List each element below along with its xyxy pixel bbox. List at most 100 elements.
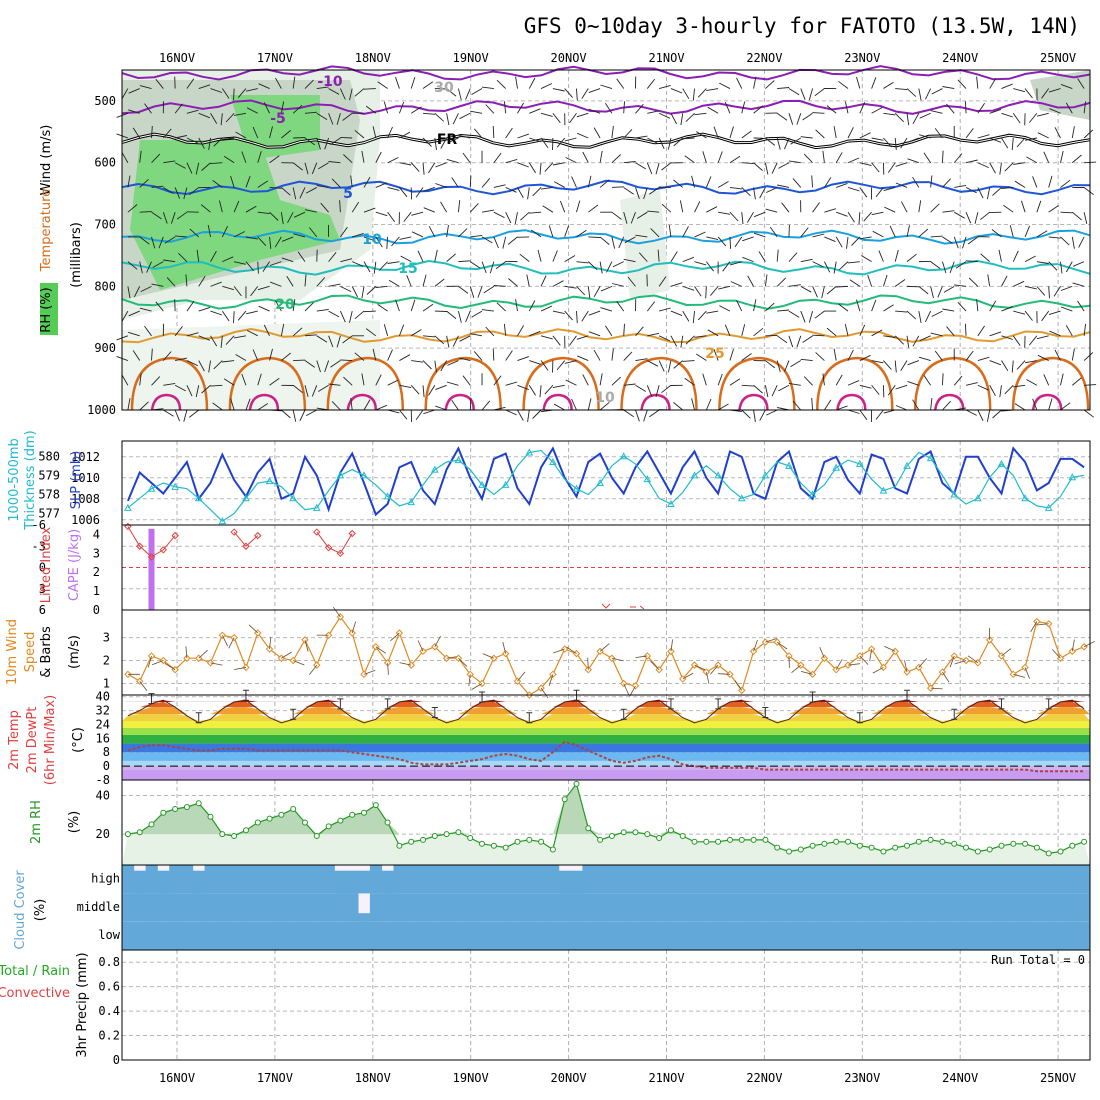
cloud-bar [853,921,867,950]
wind-barb [765,80,775,89]
wind-barb [812,233,825,238]
wind-barb [185,274,188,287]
cloud-bar [830,893,843,922]
wind-barb [741,212,744,225]
wind-barb [657,249,660,262]
wind-barb [682,310,690,322]
wind-barb [800,258,813,263]
thickness-marker [218,517,227,525]
wind-barb [670,88,683,94]
lifted-index-marker [242,542,250,550]
wind-barb [1060,261,1063,274]
wind-barb [1053,286,1061,297]
wind-barb [485,326,495,337]
wind-barb [942,671,950,683]
wind-barb [776,335,788,344]
wind-barb [679,200,684,213]
wind-barb [502,236,507,249]
wind-barb [447,137,459,144]
wind-barb [375,285,388,289]
wind-barb [776,137,781,150]
wind-barb [428,385,436,396]
cloud-bar [641,921,654,950]
wind-barb [281,257,294,263]
isotherm-loop-inner [640,393,671,411]
wind-barb [281,187,291,196]
wind-barb [930,332,943,337]
ylabel-cloud-pct: (%) [33,899,48,922]
wind-barb [611,186,624,188]
rh-marker [1033,844,1040,851]
wind-barb [530,229,542,238]
wind-barb [281,651,292,659]
cloud-bar [488,893,501,922]
cape-tick: 4 [93,527,100,541]
wind-barb [576,311,578,324]
cloud-bar [499,893,512,922]
rh-marker [313,833,320,839]
cloud-bar [676,893,689,922]
wind-barb [198,360,205,372]
wind-barb [871,137,884,141]
wind-barb [365,105,377,114]
wind-barb [213,137,223,147]
ylabel-slp: SLP (mb) [69,451,84,510]
cloud-bar [381,870,394,894]
wind-barb [532,409,542,419]
x-tick-top: 17NOV [257,51,293,65]
wind-barb [976,299,979,312]
wind-barb [980,211,990,221]
wind-barb [800,136,813,139]
wind-barb [387,211,396,223]
wind-barb [894,112,905,123]
lifted-index-marker [630,605,645,610]
wind-barb [496,79,506,89]
ylabel-thickness-2: Thickness (dm) [23,430,38,530]
wind-barb [1060,83,1073,89]
cloud-bar [251,921,265,950]
wind-barb [481,86,494,89]
wind-barb [339,310,346,323]
wind-barb [428,226,436,238]
cloud-bar [405,865,418,894]
wind-barb [552,112,561,123]
wind-barb [741,130,752,139]
wind-barb [540,687,549,699]
wind-barb [611,376,622,386]
rh-line [127,782,1085,855]
wind-barb [638,252,648,262]
wind-barb [967,236,979,245]
wind-barb [1003,204,1014,213]
wind-barb [883,112,896,116]
wind-barb [481,178,491,188]
wind-barb [178,252,188,262]
wind-barb [1032,398,1038,411]
cloud-bar [1078,865,1091,894]
wind-barb [422,274,427,287]
wind-speed-marker [431,643,439,651]
lifted-index-marker [171,531,179,540]
wind-barb [965,159,978,164]
rh-marker [904,842,910,849]
wind-barb [350,175,353,188]
cloud-bar [570,921,583,950]
wind-barb [164,663,176,671]
wind-barb [741,409,751,419]
rh-marker [207,813,214,820]
wind-barb [528,385,536,396]
wind-barb [198,137,205,149]
cloud-bar [924,893,937,922]
wind-barb [151,153,161,164]
wind-barb [363,176,371,188]
wind-barb [540,335,553,340]
cloud-bar [322,893,335,922]
wind-barb [835,285,849,288]
wind-barb [186,78,195,89]
thickness-marker [714,471,722,479]
wind-barb [906,310,917,320]
rh-marker [1069,842,1076,849]
wind-barb [965,187,977,194]
wind-barb [1009,225,1014,238]
cloud-bar [133,893,146,922]
wind-barb [151,211,162,220]
